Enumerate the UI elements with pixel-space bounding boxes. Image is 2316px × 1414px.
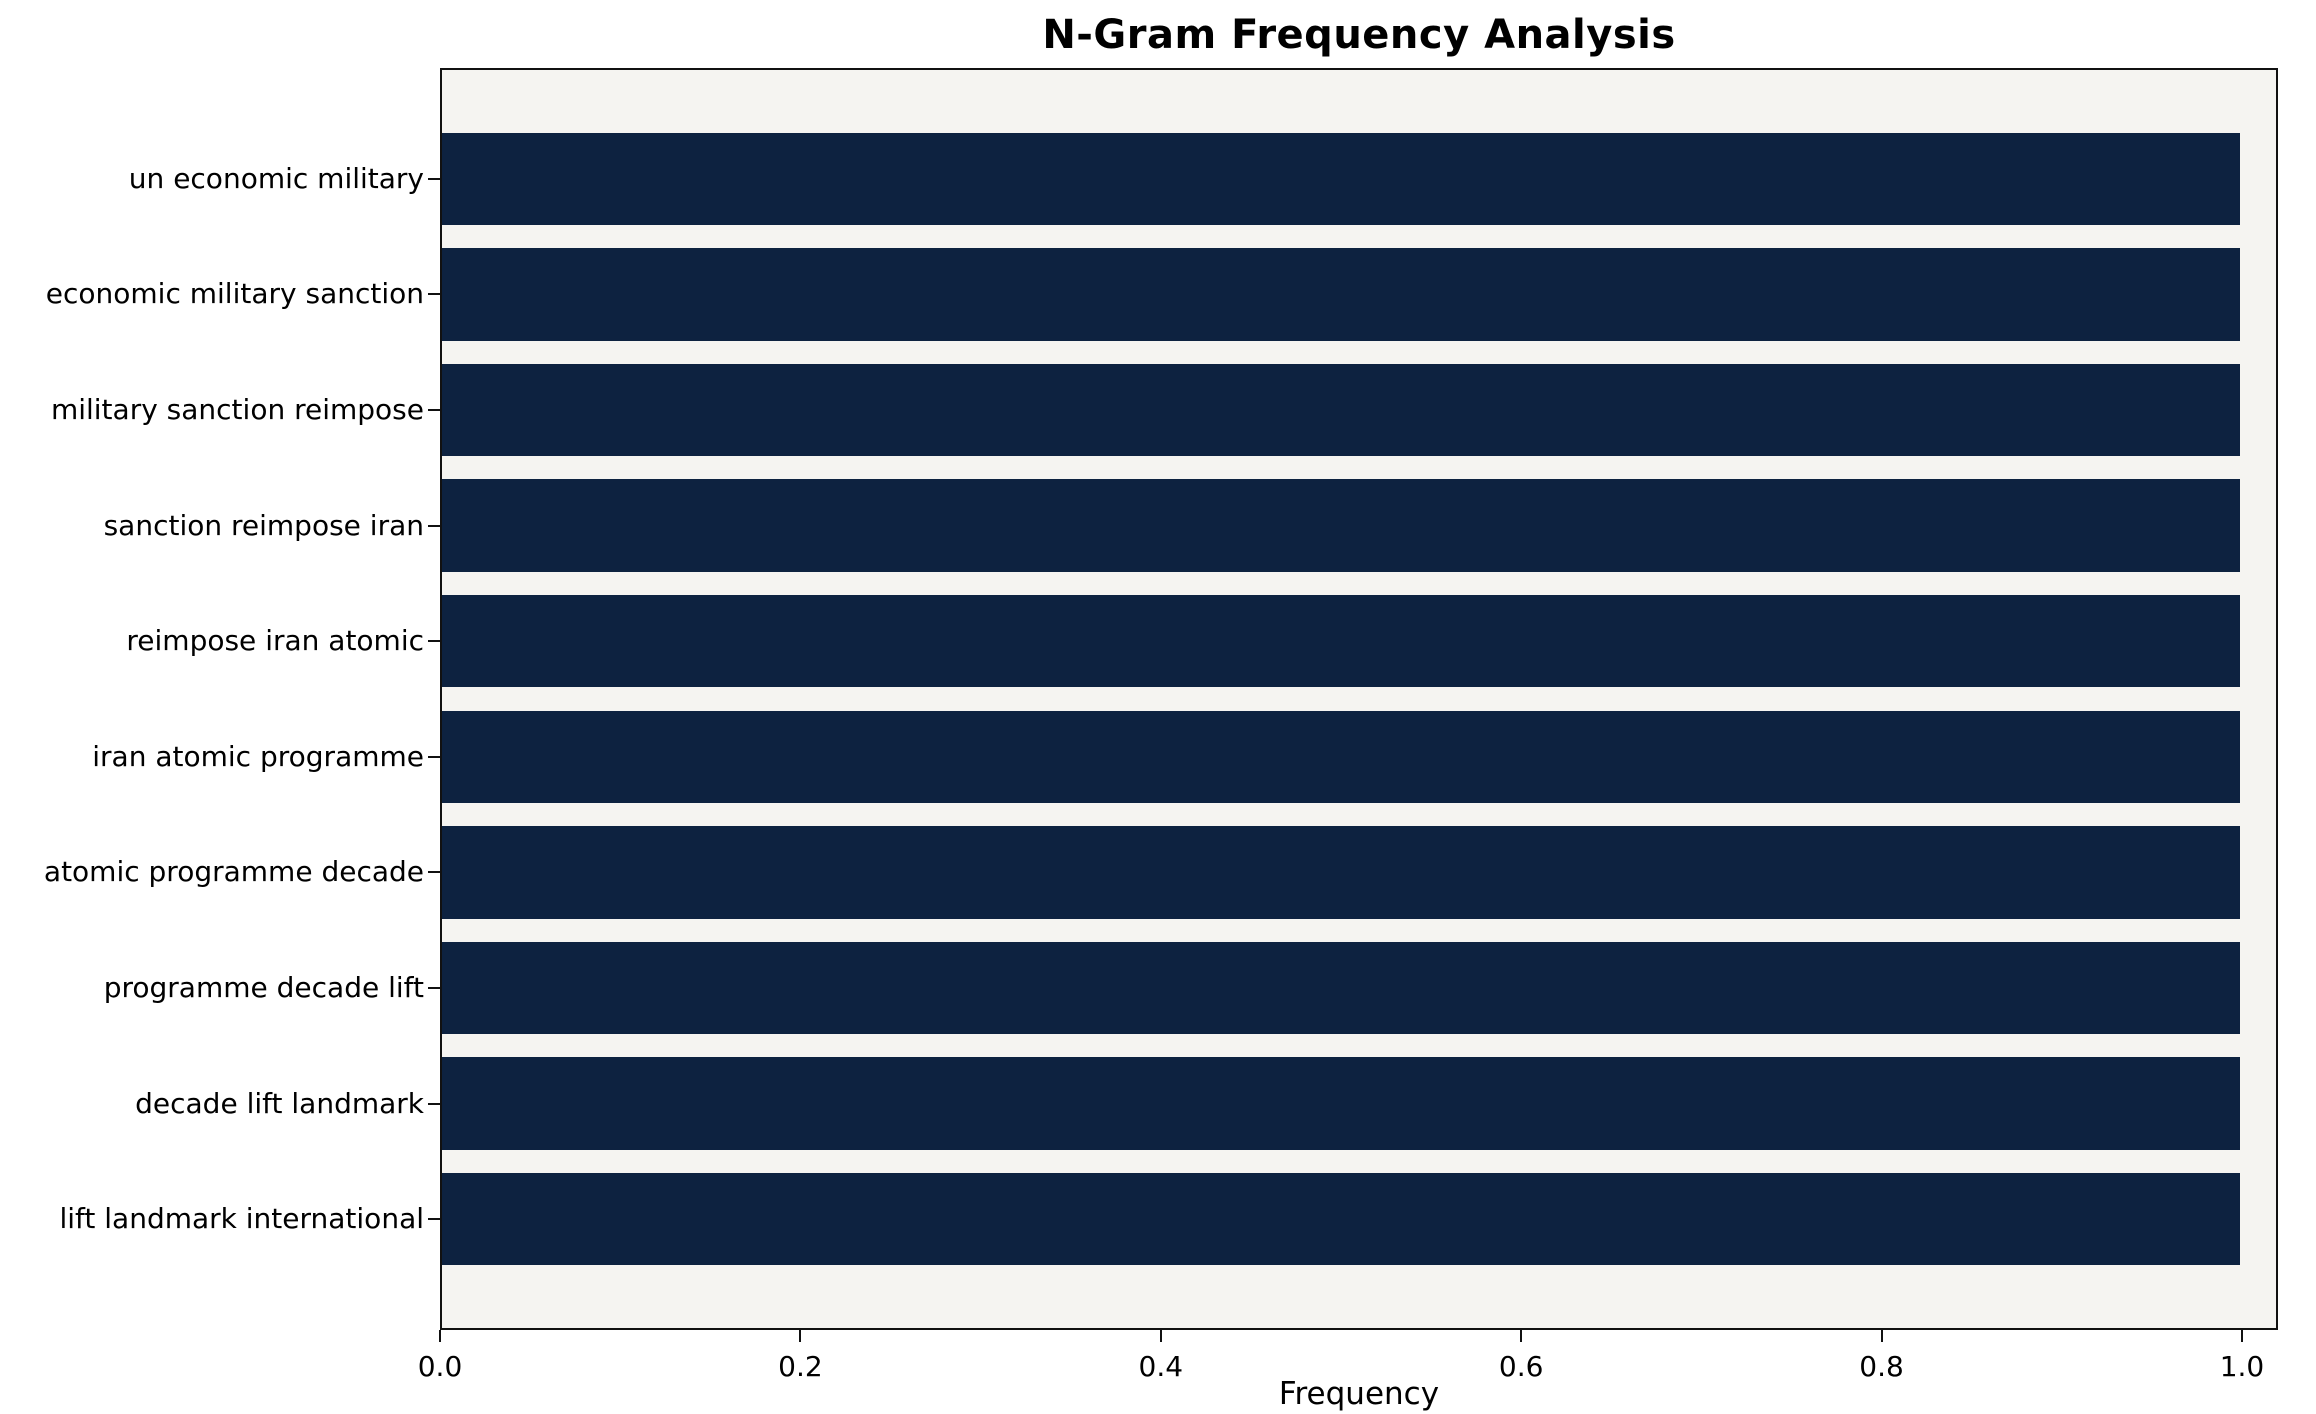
bar-row: un economic military: [129, 121, 2276, 237]
y-tick-label: economic military sanction: [45, 277, 424, 311]
bar: [442, 248, 2241, 341]
bars-container: un economic military economic military sa…: [44, 70, 2276, 1328]
bar: [442, 363, 2241, 457]
x-tick-label: 0.8: [1859, 1350, 1904, 1383]
bar: [442, 479, 2241, 572]
bar: [442, 826, 2241, 919]
y-tick-mark: [428, 640, 440, 643]
y-tick-label: atomic programme decade: [43, 855, 424, 889]
bar: [442, 594, 2241, 688]
y-tick-label: lift landmark international: [59, 1202, 424, 1236]
x-tick-mark: [1159, 1330, 1162, 1342]
bar-row: atomic programme decade: [44, 815, 2276, 931]
bar-row: iran atomic programme: [92, 699, 2276, 815]
x-tick-label: 0.6: [1498, 1350, 1544, 1383]
y-tick-label: sanction reimpose iran: [103, 508, 424, 542]
y-tick-mark: [428, 755, 440, 758]
x-axis: 0.0 0.2 0.4 0.6 0.8 1.0: [418, 1330, 2278, 1400]
x-tick-mark: [799, 1330, 802, 1342]
x-tick-label: 0.2: [778, 1350, 823, 1383]
bar-row: reimpose iran atomic: [126, 583, 2276, 699]
y-tick-label: reimpose iran atomic: [126, 624, 424, 658]
bar: [442, 1172, 2241, 1266]
chart-title: N-Gram Frequency Analysis: [1042, 12, 1676, 58]
y-tick-label: un economic military: [128, 161, 424, 195]
bar-row: programme decade lift: [104, 930, 2276, 1046]
x-tick-mark: [1520, 1330, 1523, 1342]
x-tick-mark: [439, 1330, 441, 1342]
x-tick-label: 0.4: [1138, 1350, 1184, 1383]
bar-row: military sanction reimpose: [51, 352, 2276, 468]
y-tick-mark: [428, 986, 440, 989]
y-tick-mark: [428, 408, 440, 411]
x-axis-label: Frequency: [1278, 1376, 1440, 1412]
bar-row: sanction reimpose iran: [104, 468, 2276, 584]
y-tick-label: iran atomic programme: [92, 739, 424, 773]
y-tick-mark: [428, 177, 440, 180]
plot-area: un economic military economic military sa…: [44, 68, 2278, 1330]
bar: [442, 132, 2241, 226]
x-tick-mark: [2240, 1330, 2243, 1342]
y-tick-mark: [428, 1218, 440, 1221]
bar-row: economic military sanction: [46, 237, 2276, 353]
y-tick-label: military sanction reimpose: [50, 392, 424, 426]
x-tick-label: 1.0: [2219, 1350, 2265, 1383]
bar: [442, 1057, 2241, 1150]
y-tick-mark: [428, 1102, 440, 1105]
x-tick-label: 0.0: [417, 1350, 463, 1383]
y-tick-label: programme decade lift: [103, 970, 424, 1004]
bar-row: lift landmark international: [59, 1161, 2276, 1277]
y-tick-mark: [428, 524, 440, 527]
y-tick-mark: [428, 293, 440, 296]
y-tick-mark: [428, 871, 440, 874]
x-tick-mark: [1880, 1330, 1883, 1342]
y-tick-label: decade lift landmark: [135, 1086, 424, 1120]
bar-row: decade lift landmark: [135, 1046, 2276, 1162]
bar: [442, 941, 2241, 1035]
bar: [442, 710, 2241, 803]
